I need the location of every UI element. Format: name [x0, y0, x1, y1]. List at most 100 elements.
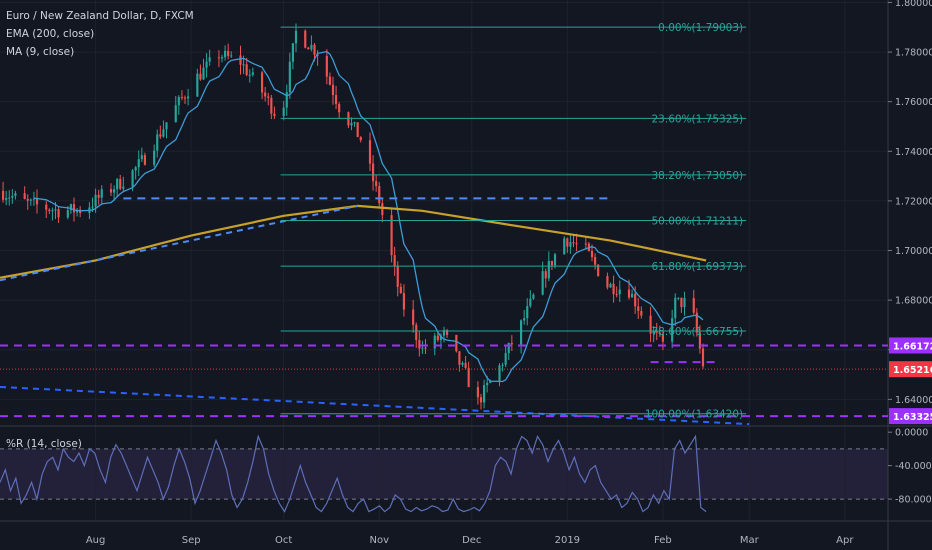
candle-body	[510, 342, 513, 345]
candle-body	[372, 163, 375, 182]
candle-body	[116, 178, 119, 190]
candle-body	[248, 74, 251, 76]
candle-body	[569, 242, 572, 247]
candle-body	[504, 353, 507, 365]
candle-body	[415, 324, 418, 340]
price-tick-label: 1.76000	[895, 97, 932, 108]
fib-level-label: 61.80%(1.69373)	[652, 261, 744, 273]
candle-body	[446, 330, 449, 335]
candle-body	[627, 289, 631, 298]
candle-body	[72, 204, 76, 213]
candle-body	[69, 204, 72, 211]
candle-body	[153, 150, 156, 165]
candle-body	[242, 64, 245, 66]
candle-body	[393, 255, 396, 267]
candle-body	[282, 107, 285, 117]
candle-body	[48, 209, 51, 212]
candle-body	[520, 320, 523, 345]
candle-body	[359, 137, 362, 141]
candle-body	[26, 198, 29, 201]
time-tick-label: Feb	[654, 535, 672, 546]
candle-body	[609, 283, 612, 288]
ma-legend: MA (9, close)	[6, 46, 75, 58]
candle-body	[245, 64, 248, 75]
price-tag-label: 1.65216	[893, 365, 932, 376]
ma-line	[33, 50, 704, 383]
candle-body	[350, 122, 353, 126]
candle-body	[634, 293, 637, 307]
candle-body	[455, 334, 458, 352]
candle-body	[637, 306, 640, 311]
candle-body	[692, 297, 695, 313]
candle-body	[202, 67, 205, 80]
price-tick-label: 1.72000	[895, 196, 932, 207]
price-tick-label: 1.74000	[895, 147, 932, 158]
candle-body	[285, 92, 288, 108]
candle-body	[140, 155, 143, 160]
candle-body	[180, 96, 183, 98]
time-tick-label: Nov	[369, 535, 389, 546]
candle-body	[162, 129, 165, 137]
candle-body	[270, 97, 273, 114]
candle-body	[91, 206, 94, 208]
price-tick-label: 1.64000	[895, 395, 932, 406]
candle-body	[251, 72, 254, 75]
candle-body	[220, 57, 224, 59]
candle-body	[51, 210, 54, 212]
price-tag	[889, 361, 932, 378]
candle-body	[217, 57, 220, 59]
candle-body	[550, 260, 553, 266]
candle-body	[94, 194, 97, 207]
candle-body	[606, 275, 609, 288]
candle-body	[66, 210, 69, 218]
grid	[0, 0, 888, 520]
candle-body	[458, 351, 461, 365]
candle-body	[97, 194, 100, 198]
candle-body	[695, 312, 698, 333]
candle-body	[338, 104, 341, 113]
fib-level-label: 78.60%(1.66755)	[652, 326, 744, 338]
candle-body	[461, 362, 464, 365]
candle-body	[566, 238, 569, 247]
candle-body	[159, 134, 162, 137]
candle-body	[486, 382, 489, 386]
time-tick-label: Oct	[275, 535, 292, 546]
candle-body	[399, 286, 402, 294]
candle-body	[208, 57, 211, 62]
time-tick-label: Sep	[182, 535, 201, 546]
candle-body	[541, 271, 544, 295]
candle-body	[353, 122, 356, 124]
candle-body	[671, 318, 674, 342]
candle-body	[109, 189, 113, 193]
candle-body	[196, 73, 199, 97]
candle-body	[640, 310, 643, 316]
candle-body	[433, 335, 436, 349]
candle-body	[683, 297, 686, 308]
candle-body	[532, 294, 535, 299]
candle-body	[23, 193, 26, 199]
fib-level-label: 100.00%(1.63420)	[645, 409, 743, 421]
candle-body	[291, 43, 294, 62]
candle-body	[649, 315, 652, 334]
candle-body	[331, 84, 335, 96]
candle-body	[310, 44, 313, 50]
price-tag	[889, 337, 932, 354]
candle-body	[264, 92, 267, 97]
trend-line	[0, 204, 358, 282]
candle-body	[618, 289, 621, 295]
candle-body	[375, 181, 378, 187]
candle-body	[328, 76, 331, 85]
candle-body	[529, 298, 532, 307]
candle-body	[421, 347, 424, 349]
fib-level-label: 38.20%(1.73050)	[652, 170, 744, 182]
candle-body	[54, 209, 57, 211]
candle-body	[131, 170, 134, 187]
candle-body	[439, 335, 442, 341]
indicator-tick-label: 0.0000	[895, 428, 928, 439]
candle-body	[45, 204, 48, 210]
candle-body	[396, 266, 399, 287]
fib-level-label: 50.00%(1.71211)	[652, 215, 744, 227]
candle-body	[553, 254, 557, 266]
candle-body	[615, 294, 618, 296]
